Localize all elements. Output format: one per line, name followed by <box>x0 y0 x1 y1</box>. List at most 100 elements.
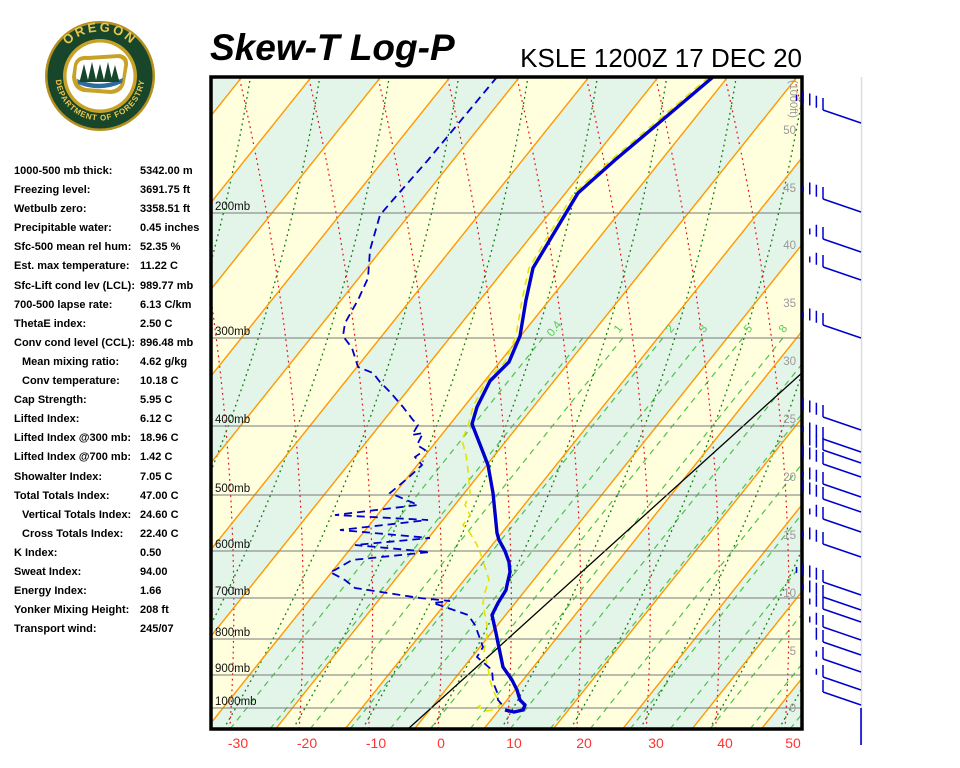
index-label: Transport wind: <box>14 623 97 636</box>
isotherm-line <box>211 77 729 725</box>
wind-barb-staff <box>822 691 862 706</box>
moist-adiabat <box>431 77 668 729</box>
wind-barb-staff <box>822 581 862 596</box>
logo-trees <box>79 62 120 82</box>
index-label: Yonker Mixing Height: <box>14 604 130 617</box>
moist-adiabat <box>500 77 737 729</box>
wind-barb-staff <box>822 676 862 691</box>
mixing-ratio-line <box>429 333 747 729</box>
index-row: Precipitable water: 0.45 inches <box>14 219 224 238</box>
index-value: 7.05 C <box>140 470 173 483</box>
pressure-label: 500mb <box>215 483 250 495</box>
wind-barb-staff <box>822 498 862 513</box>
height-axis-label: 40 <box>783 240 796 252</box>
index-label: Mean mixing ratio: <box>22 355 120 368</box>
chart-plot-area: 0.4 1 2 3 5 8200mb300mb400mb500mb600mb700mb80… <box>211 77 960 729</box>
index-label: Freezing level: <box>14 184 91 197</box>
wind-barb <box>802 527 862 558</box>
wind-barb <box>815 627 862 656</box>
wind-barb <box>802 182 862 213</box>
index-value: 2.50 C <box>140 317 173 330</box>
dry-adiabat <box>585 77 651 729</box>
wind-barb <box>802 445 862 478</box>
index-row: Total Totals Index: 47.00 C <box>14 487 224 506</box>
index-label: Est. max temperature: <box>14 260 130 273</box>
moist-adiabat <box>223 77 460 729</box>
dry-adiabat <box>516 77 582 729</box>
index-value: 52.35 % <box>140 241 181 254</box>
isotherm-line <box>552 416 802 729</box>
index-label: Sweat Index: <box>14 565 82 578</box>
index-row: Cross Totals Index: 22.40 C <box>14 525 224 544</box>
dry-adiabat <box>238 77 304 729</box>
dry-adiabat <box>655 77 721 729</box>
moist-adiabat <box>292 77 529 729</box>
isotherm-line <box>211 77 382 291</box>
wind-barb <box>809 433 862 464</box>
isotherm-line <box>211 77 521 464</box>
index-row: Transport wind: 245/07 <box>14 620 224 639</box>
isotherm-band <box>900 77 960 729</box>
wind-barb-staff <box>822 626 862 641</box>
height-axis-label: 35 <box>783 298 796 310</box>
index-label: Cap Strength: <box>14 394 87 407</box>
isotherm-line <box>483 330 802 729</box>
mixing-ratio-line <box>789 713 802 729</box>
index-row: Sfc-Lift cond lev (LCL): 989.77 mb <box>14 277 224 296</box>
index-row: Sweat Index: 94.00 <box>14 563 224 582</box>
height-axis-title: Height <box>798 80 810 112</box>
index-value: 10.18 C <box>140 375 179 388</box>
height-axis-label: 50 <box>783 125 796 137</box>
dewpoint-trace <box>327 77 506 709</box>
height-axis-label: 5 <box>790 646 796 658</box>
pressure-label: 300mb <box>215 326 250 338</box>
temp-axis-label: 50 <box>785 735 801 751</box>
height-axis-label: 10 <box>783 588 796 600</box>
height-axis-label: 25 <box>783 414 796 426</box>
isotherm-band <box>275 77 802 729</box>
wind-barb <box>802 422 862 453</box>
pressure-label: 900mb <box>215 663 250 675</box>
height-axis-title: (1000ft) <box>787 80 799 118</box>
index-value: 94.00 <box>140 565 168 578</box>
index-row: Conv cond level (CCL): 896.48 mb <box>14 334 224 353</box>
index-value: 1.42 C <box>140 451 173 464</box>
indices-panel: 1000-500 mb thick: 5342.00 m Freezing leve… <box>14 162 224 639</box>
index-label: Energy Index: <box>14 585 87 598</box>
station-datetime-title: KSLE 1200Z 17 DEC 20 <box>520 43 802 73</box>
pressure-label: 800mb <box>215 627 250 639</box>
temp-axis-label: 30 <box>648 735 664 751</box>
isotherm-line <box>691 590 802 729</box>
index-row: ThetaE index: 2.50 C <box>14 315 224 334</box>
index-row: Vertical Totals Index: 24.60 C <box>14 506 224 525</box>
wind-barb-staff <box>822 238 862 253</box>
wind-barb-staff <box>822 463 862 478</box>
dry-adiabat <box>377 77 443 729</box>
index-label: 1000-500 mb thick: <box>14 165 113 177</box>
temp-axis-label: 40 <box>717 735 733 751</box>
isotherm-band <box>831 77 960 729</box>
isotherm-line <box>211 77 243 117</box>
wind-barb <box>822 680 862 706</box>
wind-barb <box>802 467 862 498</box>
mixing-ratio-line <box>389 333 707 729</box>
wind-barb <box>815 647 862 673</box>
dry-adiabat <box>446 77 512 729</box>
wind-barb-staff <box>822 658 862 673</box>
index-label: ThetaE index: <box>14 317 87 330</box>
index-value: 5.95 C <box>140 394 173 407</box>
index-row: Conv temperature: 10.18 C <box>14 372 224 391</box>
isotherm-line <box>275 77 798 729</box>
index-row: K Index: 0.50 <box>14 544 224 563</box>
isotherm-line <box>622 503 802 729</box>
index-row: Lifted Index: 6.12 C <box>14 410 224 429</box>
index-row: Freezing level: 3691.75 ft <box>14 181 224 200</box>
index-label: Lifted Index: <box>14 413 80 426</box>
index-value: 6.12 C <box>140 413 173 426</box>
index-label: Precipitable water: <box>14 222 112 235</box>
wind-barb <box>815 665 862 691</box>
index-row: Lifted Index @300 mb: 18.96 C <box>14 429 224 448</box>
wind-barb-staff <box>822 518 862 533</box>
wind-barb-staff <box>822 416 862 431</box>
